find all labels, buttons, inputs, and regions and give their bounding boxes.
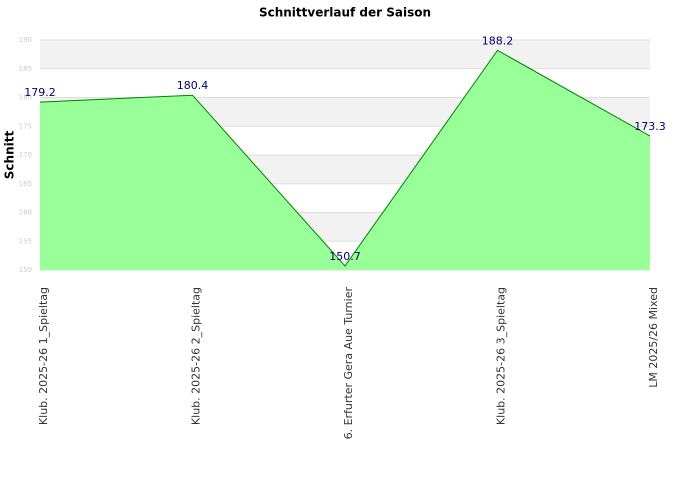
data-label: 179.2 bbox=[24, 86, 56, 99]
y-tick-label: 180 bbox=[19, 94, 32, 102]
x-tick-label: Klub. 2025-26 1_Spieltag bbox=[37, 287, 50, 425]
data-label: 188.2 bbox=[482, 34, 514, 47]
x-tick-label: 6. Erfurter Gera Aue Turnier bbox=[342, 287, 355, 440]
data-label: 173.3 bbox=[634, 120, 666, 133]
y-tick-label: 170 bbox=[19, 151, 32, 159]
x-tick-label: LM 2025/26 Mixed bbox=[647, 287, 660, 388]
area-line bbox=[39, 49, 651, 267]
y-tick-label: 190 bbox=[19, 36, 32, 44]
data-label: 180.4 bbox=[177, 79, 209, 92]
chart-title: Schnittverlauf der Saison bbox=[259, 6, 431, 20]
area-fill bbox=[40, 50, 650, 270]
y-tick-label: 150 bbox=[19, 266, 32, 274]
y-tick-label: 160 bbox=[19, 209, 32, 217]
y-tick-label: 165 bbox=[19, 180, 32, 188]
data-label: 150.7 bbox=[329, 250, 361, 263]
grid-band bbox=[40, 40, 650, 69]
x-tick-label: Klub. 2025-26 2_Spieltag bbox=[190, 287, 203, 425]
y-tick-label: 155 bbox=[19, 237, 32, 245]
y-tick-label: 175 bbox=[19, 122, 32, 130]
y-axis-label: Schnitt bbox=[3, 131, 17, 180]
x-tick-label: Klub. 2025-26 3_Spieltag bbox=[495, 287, 508, 425]
y-tick-label: 185 bbox=[19, 65, 32, 73]
